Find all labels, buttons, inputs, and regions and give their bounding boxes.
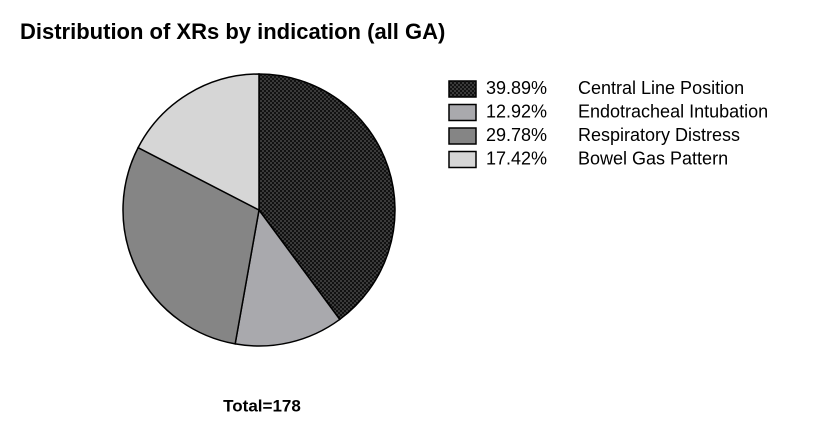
legend-label: Bowel Gas Pattern: [578, 148, 728, 168]
pie-slice: [234, 208, 341, 347]
legend-swatch: [448, 103, 477, 122]
legend-label: Endotracheal Intubation: [578, 101, 768, 121]
legend-label: Central Line Position: [578, 78, 744, 98]
legend-value: 17.42%: [486, 148, 547, 168]
pie-slice: [137, 73, 260, 212]
legend-value: 12.92%: [486, 101, 547, 121]
legend-value: 29.78%: [486, 125, 547, 145]
pie-slice: [122, 146, 260, 345]
legend-value: 39.89%: [486, 78, 547, 98]
pie-slice: [258, 73, 396, 321]
legend-swatch: [448, 127, 477, 145]
legend-swatch: [448, 80, 477, 98]
legend-label: Respiratory Distress: [578, 125, 740, 145]
chart-title: Distribution of XRs by indication (all G…: [20, 19, 445, 44]
legend-swatch: [448, 150, 477, 169]
total-annotation: Total=178: [223, 396, 301, 415]
